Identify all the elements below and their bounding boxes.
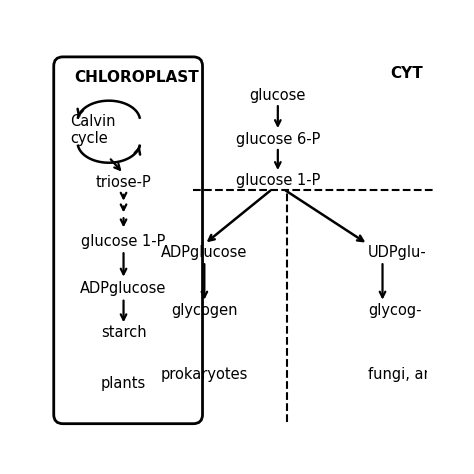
Text: CHLOROPLAST: CHLOROPLAST — [74, 70, 199, 85]
Text: starch: starch — [100, 325, 146, 340]
Text: triose-P: triose-P — [96, 175, 151, 190]
FancyBboxPatch shape — [54, 57, 202, 424]
Text: prokaryotes: prokaryotes — [161, 367, 248, 382]
Text: glucose 1-P: glucose 1-P — [82, 234, 166, 249]
Text: glucose 6-P: glucose 6-P — [236, 131, 320, 146]
Text: UDPglu-: UDPglu- — [368, 245, 427, 260]
Text: glycogen: glycogen — [171, 303, 237, 318]
Text: plants: plants — [101, 376, 146, 391]
Text: glycog-: glycog- — [368, 303, 421, 318]
Text: ADPglucose: ADPglucose — [161, 245, 247, 260]
Text: CYT: CYT — [390, 66, 423, 81]
Text: glucose 1-P: glucose 1-P — [236, 173, 320, 189]
Text: glucose: glucose — [250, 88, 306, 103]
Text: fungi, ani-: fungi, ani- — [368, 367, 442, 382]
Text: Calvin
cycle: Calvin cycle — [70, 114, 116, 146]
Text: ADPglucose: ADPglucose — [81, 281, 167, 296]
